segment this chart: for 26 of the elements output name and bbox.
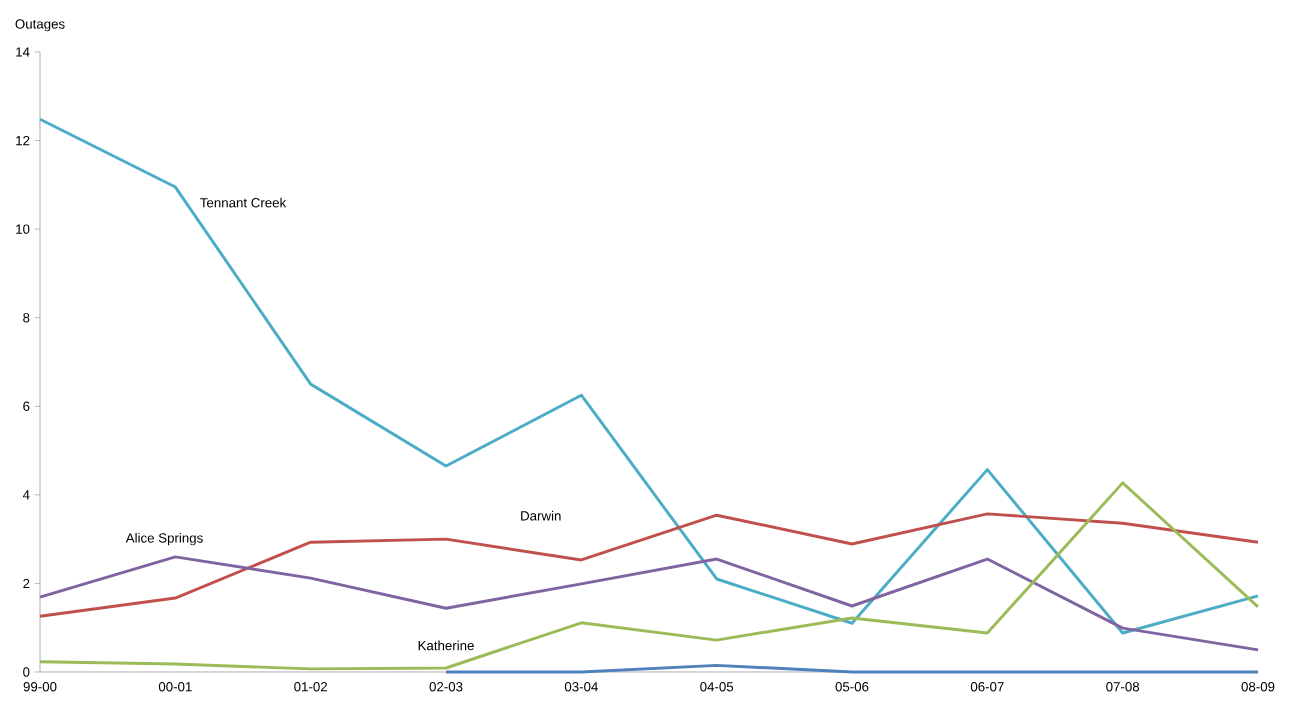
x-tick-label: 01-02 (294, 682, 327, 692)
x-tick-label: 08-09 (1241, 682, 1275, 692)
y-tick-label: 12 (16, 135, 30, 146)
y-tick-label: 8 (23, 313, 30, 323)
x-tick-label: 05-06 (835, 682, 869, 692)
x-tick-label: 02-03 (429, 682, 463, 692)
y-tick-label: 14 (16, 47, 30, 57)
x-tick-label: 00-01 (158, 682, 192, 692)
series-label: Tennant Creek (200, 197, 287, 208)
y-tick-label: 4 (22, 490, 30, 500)
x-tick-label: 03-04 (564, 682, 598, 692)
text: Darwin (521, 510, 561, 521)
y-tick-label: 6 (23, 401, 30, 411)
x-tick-label: 07-08 (1106, 682, 1140, 692)
y-tick-label: 2 (23, 578, 30, 589)
line-series (38, 512, 1260, 618)
y-tick-label: 10 (16, 224, 30, 234)
series-label: Alice Springs (125, 532, 203, 546)
y-tick-label: 0 (23, 667, 30, 677)
y-axis-title: Outages (15, 19, 65, 32)
line-series (38, 117, 1260, 635)
line-series (38, 555, 1260, 652)
series-label: Katherine (418, 640, 474, 651)
x-tick-label: 06-07 (970, 682, 1004, 692)
x-tick-label: 04-05 (700, 682, 734, 692)
x-tick-label: 99-00 (23, 682, 57, 692)
